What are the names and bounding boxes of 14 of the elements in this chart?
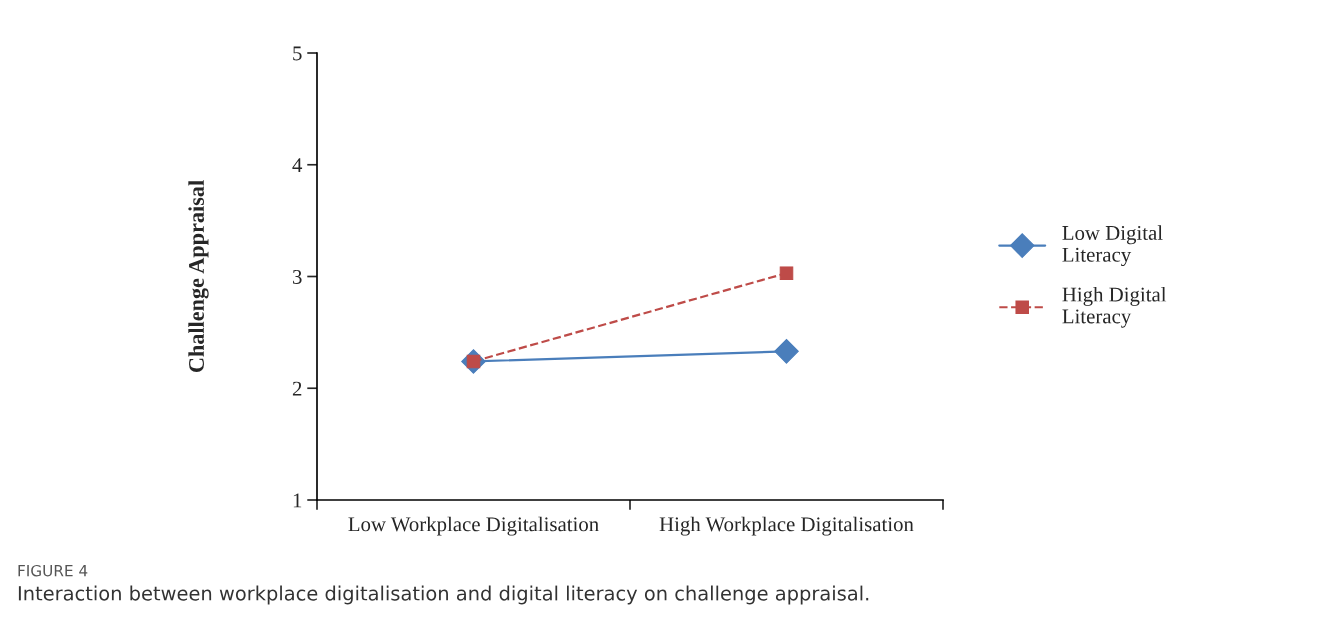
point [774,339,799,364]
y-tick-label: 1 [293,493,302,508]
caption: FIGURE 4 [18,564,88,577]
x-tick-label: High Workplace Digitalisation [659,516,914,536]
y-tick-label: 2 [292,381,302,396]
y-tick-label: 5 [293,46,302,61]
y-axis-title: Challenge Appraisal [188,180,209,373]
y-tick-label: 3 [293,269,302,284]
legend-label: Low Digital Literacy [1062,225,1163,267]
text: Interaction between workplace digitalisation and digital literacy on challenge appraisal. [18,585,869,605]
x-tick-label: Low Workplace Digitalisation [348,516,599,536]
y-tick-label: 4 [292,158,303,172]
point [779,266,794,280]
legend-label: High Digital Literacy [1062,286,1167,328]
